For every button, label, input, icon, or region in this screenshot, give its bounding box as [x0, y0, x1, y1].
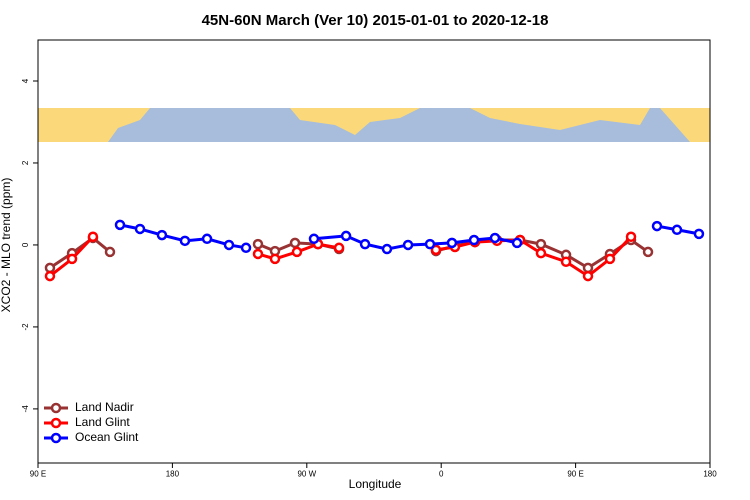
- point: [66, 253, 78, 265]
- point: [333, 242, 345, 254]
- point: [359, 238, 371, 250]
- point: [535, 247, 547, 259]
- map-strip: [38, 108, 710, 142]
- point: [289, 237, 301, 249]
- legend-label: Land Nadir: [75, 400, 134, 414]
- legend-marker: [50, 432, 62, 444]
- point: [625, 231, 637, 242]
- point: [560, 256, 572, 267]
- point: [308, 233, 320, 245]
- point: [693, 228, 705, 240]
- point: [582, 262, 594, 274]
- point: [430, 244, 442, 256]
- point: [252, 238, 264, 250]
- y-tick-label: 0: [21, 242, 30, 247]
- point: [381, 243, 393, 255]
- point: [223, 239, 235, 251]
- point: [44, 262, 56, 274]
- x-tick-label: 180: [703, 470, 717, 479]
- legend-marker: [50, 417, 62, 429]
- point: [642, 246, 654, 258]
- y-tick-label: -4: [21, 405, 30, 413]
- y-tick-label: 4: [21, 78, 30, 83]
- y-tick-label: -2: [21, 323, 30, 331]
- legend-marker: [50, 402, 62, 414]
- plot-frame: [37, 39, 711, 464]
- legend-label: Ocean Glint: [75, 430, 139, 444]
- point: [87, 231, 99, 242]
- point: [671, 224, 683, 236]
- point: [104, 246, 116, 258]
- point: [179, 235, 191, 247]
- point: [511, 237, 523, 249]
- point: [651, 220, 663, 232]
- point: [269, 253, 281, 265]
- point: [44, 270, 56, 282]
- point: [252, 248, 264, 260]
- point: [535, 238, 547, 250]
- x-axis-label: Longitude: [349, 477, 402, 491]
- point: [604, 253, 616, 265]
- legend-label: Land Glint: [75, 415, 130, 429]
- point: [114, 219, 126, 231]
- chart-title: 45N-60N March (Ver 10) 2015-01-01 to 202…: [202, 12, 549, 29]
- point: [582, 270, 594, 282]
- x-tick-label: 90 E: [30, 470, 46, 479]
- series-line: [49, 236, 649, 270]
- point: [340, 230, 352, 242]
- y-axis-label: XCO2 - MLO trend (ppm): [0, 178, 13, 313]
- point: [201, 233, 213, 245]
- point: [156, 229, 168, 241]
- point: [446, 237, 458, 249]
- x-tick-label: 90 E: [567, 470, 583, 479]
- x-tick-label: 90 W: [297, 470, 316, 479]
- point: [134, 223, 146, 235]
- point: [240, 242, 252, 254]
- x-tick-label: 180: [166, 470, 180, 479]
- point: [402, 239, 414, 251]
- point: [468, 234, 480, 246]
- x-tick-label: 0: [439, 470, 444, 479]
- point: [489, 232, 501, 244]
- y-tick-label: 2: [21, 160, 30, 165]
- point: [291, 246, 303, 258]
- point: [424, 238, 436, 250]
